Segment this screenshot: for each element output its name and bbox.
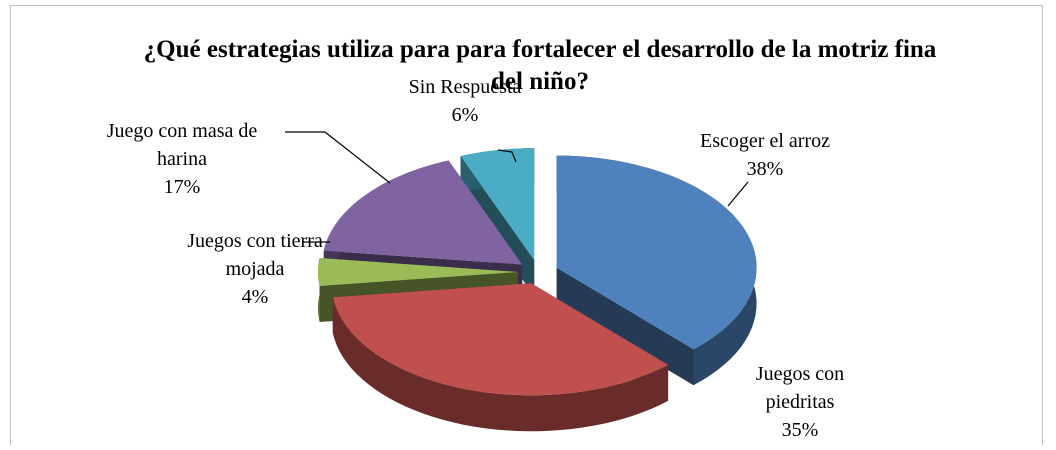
- value-label: 17%: [163, 176, 201, 198]
- slice: [460, 148, 535, 261]
- data-label: Sin Respuesta 6%: [385, 73, 545, 129]
- slice-wall: [556, 267, 694, 386]
- chart-frame: [10, 5, 1043, 445]
- slice: [556, 155, 757, 350]
- value-label: 4%: [241, 286, 269, 308]
- category-label: Juegos con tierra mojada: [187, 230, 323, 280]
- data-label: Escoger el arroz 38%: [670, 127, 860, 183]
- data-label: Juego con masa de harina 17%: [82, 117, 282, 201]
- chart-title: ¿Qué estrategias utiliza para para forta…: [143, 36, 937, 95]
- value-label: 35%: [781, 419, 819, 441]
- data-label: Juegos con tierra mojada 4%: [175, 227, 335, 311]
- slice: [318, 258, 518, 286]
- slice-side: [332, 297, 669, 432]
- category-label: Escoger el arroz: [700, 130, 830, 152]
- leader-line: [497, 149, 517, 163]
- slice: [323, 160, 523, 265]
- value-label: 6%: [451, 104, 479, 126]
- category-label: Sin Respuesta: [408, 76, 522, 98]
- leader-line: [285, 131, 391, 184]
- category-label: Juego con masa de harina: [106, 120, 258, 170]
- value-label: 38%: [746, 158, 784, 180]
- slice: [332, 283, 669, 396]
- category-label: Juegos con piedritas: [755, 363, 845, 413]
- leader-line: [727, 181, 749, 207]
- data-label: Juegos con piedritas 35%: [725, 360, 875, 444]
